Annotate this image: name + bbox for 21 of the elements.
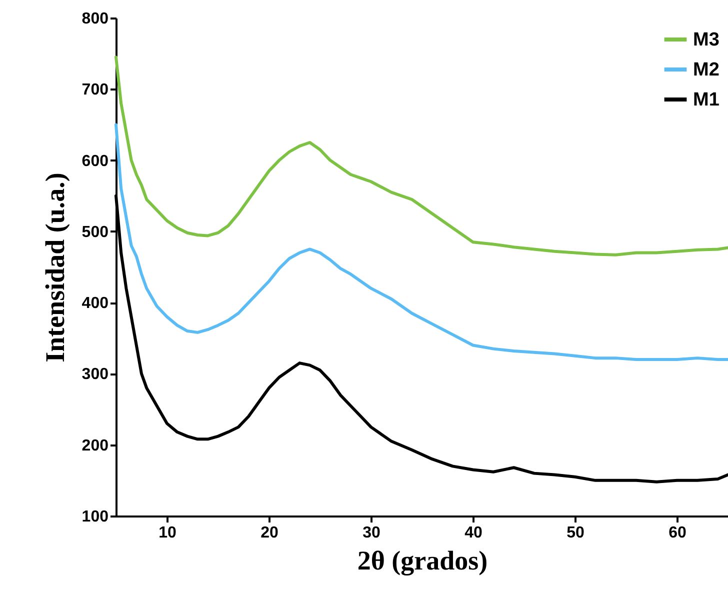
legend-label: M2 xyxy=(693,60,720,80)
x-tick-label: 60 xyxy=(668,524,686,542)
y-tick-label: 700 xyxy=(82,82,109,99)
line-series xyxy=(114,56,728,256)
x-tick-label: 20 xyxy=(260,524,278,542)
y-axis-title: Intensidad (u.a.) xyxy=(40,172,70,362)
y-tick-label: 400 xyxy=(82,295,109,312)
y-tick-label: 800 xyxy=(82,10,109,28)
x-tick-label: 10 xyxy=(158,524,176,542)
x-tick-label: 30 xyxy=(362,524,380,542)
y-tick-label: 100 xyxy=(82,508,109,526)
x-axis-title: 2θ (grados) xyxy=(357,546,488,576)
y-tick-label: 500 xyxy=(82,224,109,241)
y-tick-label: 300 xyxy=(82,366,109,384)
y-tick-label: 600 xyxy=(82,152,109,170)
y-tick-label: 200 xyxy=(82,437,109,454)
legend-label: M3 xyxy=(693,30,720,50)
legend-label: M1 xyxy=(693,90,720,110)
line-series xyxy=(114,123,728,361)
x-tick-label: 50 xyxy=(566,524,584,542)
x-tick-label: 40 xyxy=(464,524,482,542)
